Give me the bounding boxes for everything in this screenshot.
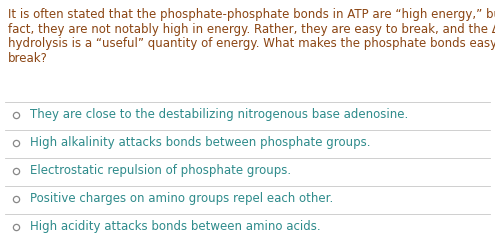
Text: They are close to the destabilizing nitrogenous base adenosine.: They are close to the destabilizing nitr… [30, 108, 408, 121]
Text: High acidity attacks bonds between amino acids.: High acidity attacks bonds between amino… [30, 220, 321, 233]
Text: Electrostatic repulsion of phosphate groups.: Electrostatic repulsion of phosphate gro… [30, 164, 291, 177]
Text: break?: break? [8, 52, 48, 65]
Text: It is often stated that the phosphate-phosphate bonds in ATP are “high energy,” : It is often stated that the phosphate-ph… [8, 8, 495, 21]
Text: hydrolysis is a “useful” quantity of energy. What makes the phosphate bonds easy: hydrolysis is a “useful” quantity of ene… [8, 37, 495, 50]
Text: fact, they are not notably high in energy. Rather, they are easy to break, and t: fact, they are not notably high in energ… [8, 22, 495, 35]
Text: High alkalinity attacks bonds between phosphate groups.: High alkalinity attacks bonds between ph… [30, 136, 370, 149]
Text: Positive charges on amino groups repel each other.: Positive charges on amino groups repel e… [30, 192, 333, 205]
